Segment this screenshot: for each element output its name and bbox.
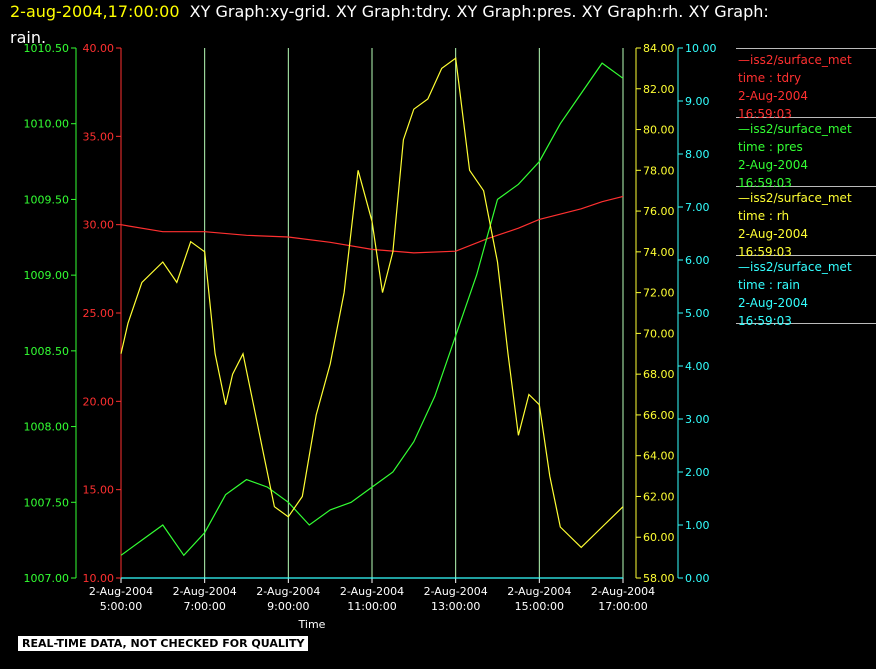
legend-variable: time : rh [738,209,790,223]
pres-series-line [120,62,624,557]
pres-tick-label: 1008.00 [24,421,70,434]
legend-item-rh: —iss2/surface_met time : rh 2-Aug-2004 1… [736,186,876,259]
pres-tick-label: 1010.50 [24,42,70,55]
pres-tick-label: 1007.50 [24,496,70,509]
pres-tick-label: 1009.00 [24,269,70,282]
legend-date: 2-Aug-2004 [738,89,809,103]
legend-source: —iss2/surface_met [738,191,852,205]
rain-tick-label: 9.00 [685,95,710,108]
legend-date: 2-Aug-2004 [738,227,809,241]
x-tick-label: 2-Aug-2004 [256,585,320,598]
legend-variable: time : pres [738,140,803,154]
legend-time: 16:59:03 [738,176,792,190]
x-tick-label: 2-Aug-2004 [424,585,488,598]
tdry-tick-label: 10.00 [83,572,115,585]
rain-tick-label: 3.00 [685,413,710,426]
tdry-tick-label: 15.00 [83,484,115,497]
rain-tick-label: 4.00 [685,360,710,373]
title-graph-list: XY Graph:xy-grid. XY Graph:tdry. XY Grap… [189,2,769,21]
chart-title-line2: rain. [10,28,47,47]
rain-tick-label: 5.00 [685,307,710,320]
tdry-tick-label: 25.00 [83,307,115,320]
rh-tick-label: 64.00 [643,450,675,463]
legend-source: —iss2/surface_met [738,122,852,136]
rain-tick-label: 6.00 [685,254,710,267]
legend: —iss2/surface_met time : tdry 2-Aug-2004… [736,48,876,328]
title-timestamp: 2-aug-2004,17:00:00 [10,2,180,21]
rh-tick-label: 78.00 [643,164,675,177]
x-tick-label: 7:00:00 [183,600,225,613]
legend-item-rain: —iss2/surface_met time : rain 2-Aug-2004… [736,255,876,328]
rh-tick-label: 80.00 [643,124,675,137]
tdry-tick-label: 40.00 [83,42,115,55]
legend-item-pres: —iss2/surface_met time : pres 2-Aug-2004… [736,117,876,190]
rh-tick-label: 76.00 [643,205,675,218]
rain-tick-label: 7.00 [685,201,710,214]
rh-tick-label: 66.00 [643,409,675,422]
rh-tick-label: 82.00 [643,83,675,96]
tdry-series-line [120,195,624,254]
legend-time: 16:59:03 [738,245,792,259]
rain-tick-label: 2.00 [685,466,710,479]
x-tick-label: 15:00:00 [515,600,564,613]
x-tick-label: 9:00:00 [267,600,309,613]
x-axis-label: Time [298,618,326,631]
legend-date: 2-Aug-2004 [738,158,809,172]
legend-item-tdry: —iss2/surface_met time : tdry 2-Aug-2004… [736,48,876,121]
pres-tick-label: 1010.00 [24,118,70,131]
rh-series-line [120,57,624,549]
tdry-tick-label: 35.00 [83,130,115,143]
pres-tick-label: 1009.50 [24,193,70,206]
chart-title-line1: 2-aug-2004,17:00:00 XY Graph:xy-grid. XY… [10,2,769,21]
x-tick-label: 11:00:00 [347,600,396,613]
rh-tick-label: 72.00 [643,287,675,300]
legend-source: —iss2/surface_met [738,260,852,274]
rain-tick-label: 10.00 [685,42,717,55]
legend-date: 2-Aug-2004 [738,296,809,310]
x-tick-label: 13:00:00 [431,600,480,613]
x-tick-label: 2-Aug-2004 [89,585,153,598]
rh-tick-label: 74.00 [643,246,675,259]
x-tick-label: 17:00:00 [598,600,647,613]
rh-tick-label: 60.00 [643,531,675,544]
rain-tick-label: 0.00 [685,572,710,585]
legend-time: 16:59:03 [738,314,792,328]
rain-tick-label: 8.00 [685,148,710,161]
rh-tick-label: 84.00 [643,42,675,55]
tdry-tick-label: 20.00 [83,395,115,408]
rh-tick-label: 70.00 [643,327,675,340]
x-tick-label: 2-Aug-2004 [591,585,655,598]
rain-tick-label: 1.00 [685,519,710,532]
x-tick-label: 2-Aug-2004 [173,585,237,598]
rh-tick-label: 68.00 [643,368,675,381]
pres-tick-label: 1007.00 [24,572,70,585]
x-tick-label: 5:00:00 [100,600,142,613]
legend-source: —iss2/surface_met [738,53,852,67]
quality-disclaimer: REAL-TIME DATA, NOT CHECKED FOR QUALITY [18,636,308,651]
legend-variable: time : rain [738,278,801,292]
rh-tick-label: 58.00 [643,572,675,585]
pres-tick-label: 1008.50 [24,345,70,358]
rh-tick-label: 62.00 [643,490,675,503]
legend-variable: time : tdry [738,71,802,85]
x-tick-label: 2-Aug-2004 [507,585,571,598]
legend-time: 16:59:03 [738,107,792,121]
tdry-tick-label: 30.00 [83,219,115,232]
x-tick-label: 2-Aug-2004 [340,585,404,598]
